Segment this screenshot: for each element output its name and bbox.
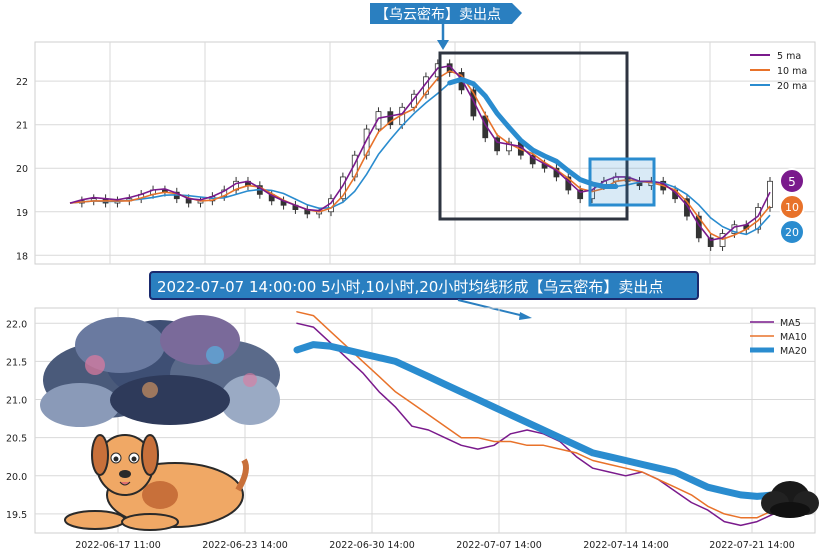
- top-callout: 【乌云密布】卖出点: [370, 3, 522, 50]
- bottom-legend: MA5 MA10 MA20: [750, 318, 807, 357]
- top-y-tick-label: 20: [16, 164, 28, 175]
- bottom-x-tick-label: 2022-06-30 14:00: [329, 540, 415, 551]
- badge-5: [779, 168, 805, 194]
- zoom-box: [438, 51, 629, 221]
- black-cloud-icon: [761, 481, 819, 518]
- middle-callout-bg: [149, 271, 699, 300]
- bottom-x-tick-label: 2022-06-17 11:00: [75, 540, 161, 551]
- candle-body: [767, 180, 773, 208]
- top-chart-panel: 18 19 20 21 22 5 ma 10 ma 20 ma 5 10 20: [16, 41, 816, 265]
- bottom-y-tick-label: 19.5: [6, 510, 27, 521]
- legend-label-MA10: MA10: [780, 332, 807, 343]
- bottom-y-tick-label: 20.0: [6, 472, 27, 483]
- top-line-20ma: [69, 78, 771, 236]
- candlesticks: [78, 59, 773, 251]
- badge-20-label: 20: [785, 226, 799, 239]
- bottom-y-tick-label: 21.0: [6, 396, 27, 407]
- legend-label-MA20: MA20: [780, 346, 807, 357]
- top-callout-arrow-head: [437, 40, 449, 50]
- legend-label-MA5: MA5: [780, 318, 801, 329]
- top-line-5ma: [69, 65, 771, 241]
- ma-badges: 5 10 20: [779, 168, 805, 245]
- candle-body: [470, 89, 477, 117]
- legend-label-20ma: 20 ma: [777, 81, 807, 92]
- candle-body: [387, 111, 394, 126]
- candle-body: [577, 189, 584, 200]
- middle-callout: 2022-07-07 14:00:00 5小时,10小时,20小时均线形成【乌云…: [149, 271, 699, 320]
- highlight-box: [588, 157, 656, 207]
- top-y-ticks: 18 19 20 21 22: [16, 77, 28, 262]
- top-y-tick-label: 19: [16, 208, 28, 219]
- bottom-y-tick-label: 20.5: [6, 434, 27, 445]
- bottom-x-tick-label: 2022-07-14 14:00: [583, 540, 669, 551]
- bottom-ma-lines: [293, 311, 794, 527]
- badge-5-label: 5: [788, 175, 796, 189]
- candle-body: [707, 237, 714, 247]
- middle-callout-text: 2022-07-07 14:00:00 5小时,10小时,20小时均线形成【乌云…: [157, 278, 663, 296]
- legend-label-5ma: 5 ma: [777, 51, 801, 62]
- bottom-plot-area: [34, 307, 816, 534]
- candle-body: [684, 198, 690, 217]
- candle-body: [506, 141, 512, 152]
- bottom-x-ticks: 2022-06-17 11:00 2022-06-23 14:00 2022-06-…: [75, 540, 795, 551]
- top-callout-bg: [370, 3, 522, 24]
- bottom-x-tick-label: 2022-07-07 14:00: [456, 540, 542, 551]
- bottom-chart-panel: 19.5 20.0 20.5 21.0 21.5 22.0 2022-06-17 11:0…: [6, 307, 816, 551]
- bottom-line-MA20: [293, 341, 794, 500]
- top-ma-lines: [69, 65, 771, 241]
- top-legend: 5 ma 10 ma 20 ma: [750, 51, 807, 92]
- bottom-y-tick-label: 21.5: [6, 357, 27, 368]
- badge-20: [779, 219, 805, 245]
- top-y-tick-label: 21: [16, 121, 28, 132]
- top-y-tick-label: 18: [16, 251, 28, 262]
- storm-cloud-icon: [40, 315, 280, 427]
- bottom-x-tick-label: 2022-07-21 14:00: [709, 540, 795, 551]
- candle-body: [339, 176, 346, 200]
- top-line-10ma: [69, 70, 771, 241]
- dog-icon: [64, 434, 249, 531]
- bottom-x-tick-label: 2022-06-23 14:00: [202, 540, 288, 551]
- top-y-tick-label: 22: [16, 77, 28, 88]
- candle-body: [494, 137, 501, 152]
- top-plot-area: [34, 41, 816, 265]
- bottom-line-MA10: [296, 311, 791, 519]
- top-callout-text: 【乌云密布】卖出点: [375, 6, 501, 23]
- candle-body: [375, 111, 382, 130]
- bottom-y-ticks: 19.5 20.0 20.5 21.0 21.5 22.0: [6, 319, 27, 521]
- badge-10-label: 10: [785, 201, 799, 214]
- bottom-y-tick-label: 22.0: [6, 319, 27, 330]
- top-line-20ma-highlight: [447, 76, 619, 189]
- middle-callout-arrow-head: [519, 312, 532, 320]
- legend-label-10ma: 10 ma: [777, 66, 807, 77]
